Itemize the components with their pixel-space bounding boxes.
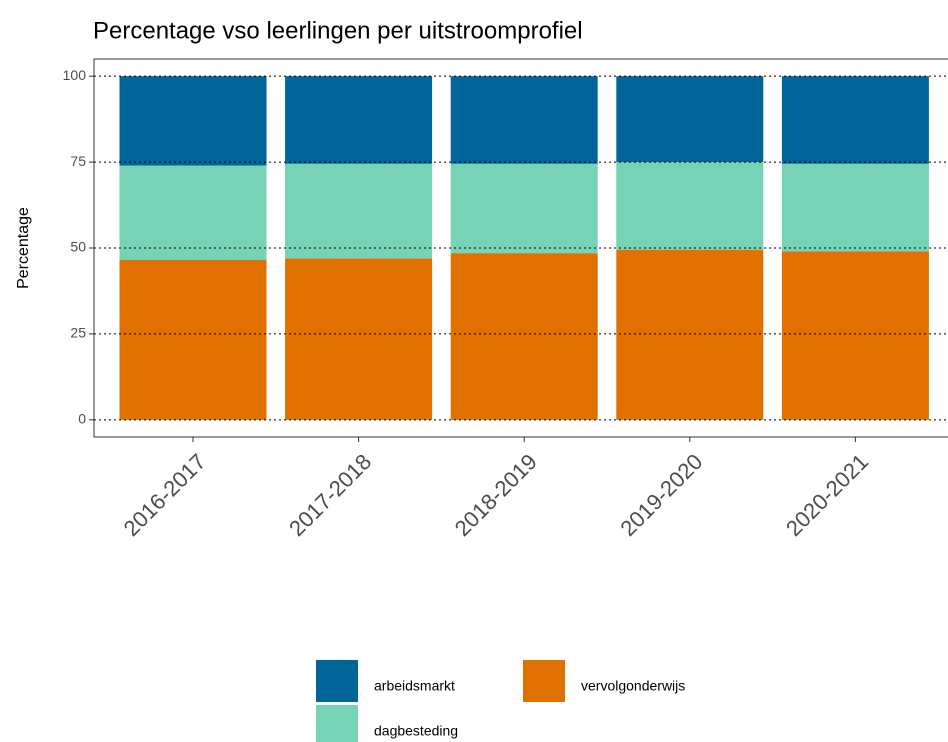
y-tick-label: 100 [63, 67, 87, 83]
bar-segment [781, 163, 929, 252]
bar-segment [781, 76, 929, 164]
bar-segment [781, 251, 929, 420]
x-tick-label: 2020-2021 [781, 449, 873, 541]
bar-segment [285, 258, 433, 420]
bar-segment [616, 76, 764, 163]
y-tick-label: 25 [70, 325, 86, 341]
bar-segment [616, 162, 764, 250]
y-tick-label: 50 [70, 239, 86, 255]
legend-swatch [316, 660, 358, 702]
bar-segment [450, 163, 598, 254]
legend-swatch [523, 660, 565, 702]
bar-segment [119, 76, 267, 166]
bar-segment [450, 253, 598, 420]
y-tick-label: 75 [70, 153, 86, 169]
legend-label: vervolgonderwijs [581, 678, 685, 694]
bar-segment [285, 163, 433, 259]
panel-border [93, 58, 948, 438]
bar-segment [119, 165, 267, 261]
legend-label: dagbesteding [374, 723, 458, 739]
bar-segment [450, 76, 598, 164]
y-axis-label: Percentage [15, 207, 32, 289]
legend-swatch [316, 705, 358, 742]
x-tick-label: 2019-2020 [615, 449, 707, 541]
chart-title: Percentage vso leerlingen per uitstroomp… [93, 17, 583, 44]
legend-label: arbeidsmarkt [374, 678, 455, 694]
bar-segment [119, 260, 267, 420]
y-tick-label: 0 [78, 411, 86, 427]
x-tick-label: 2017-2018 [284, 449, 376, 541]
x-tick-label: 2018-2019 [450, 449, 542, 541]
bar-segment [285, 76, 433, 164]
bar-segment [616, 249, 764, 420]
x-tick-label: 2016-2017 [119, 449, 211, 541]
